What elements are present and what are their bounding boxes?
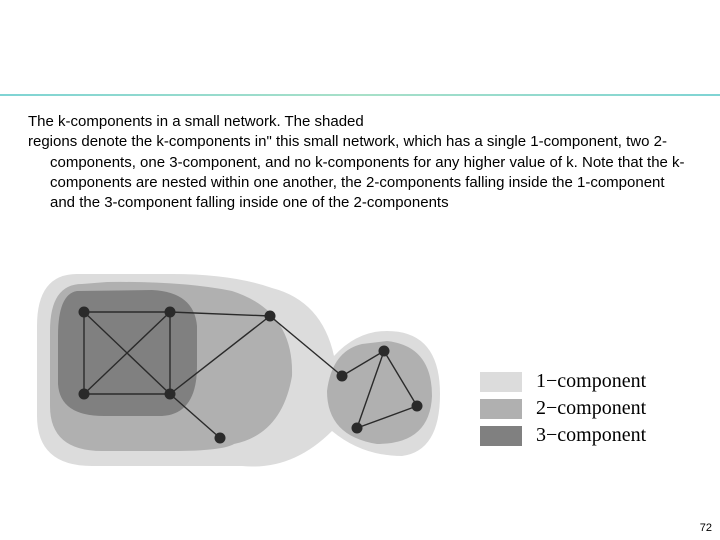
legend: 1−component 2−component 3−component <box>480 370 646 451</box>
node <box>79 307 90 318</box>
legend-swatch <box>480 399 522 419</box>
page-number: 72 <box>700 522 712 534</box>
body-line-2: regions denote the k-components in" this… <box>28 132 690 213</box>
legend-row: 1−component <box>480 370 646 393</box>
node <box>165 307 176 318</box>
body-text: The k-components in a small network. The… <box>28 112 690 213</box>
node <box>337 371 348 382</box>
network-diagram <box>22 256 452 481</box>
legend-label: 2−component <box>536 397 646 420</box>
legend-row: 3−component <box>480 424 646 447</box>
legend-row: 2−component <box>480 397 646 420</box>
legend-label: 3−component <box>536 424 646 447</box>
legend-label: 1−component <box>536 370 646 393</box>
legend-swatch <box>480 426 522 446</box>
region-2-component-right <box>327 341 432 444</box>
body-line-1: The k-components in a small network. The… <box>28 112 690 132</box>
network-svg <box>22 256 452 481</box>
node <box>79 389 90 400</box>
node <box>265 311 276 322</box>
node <box>215 433 226 444</box>
node <box>412 401 423 412</box>
node <box>379 346 390 357</box>
node <box>165 389 176 400</box>
node <box>352 423 363 434</box>
header-divider <box>0 94 720 96</box>
legend-swatch <box>480 372 522 392</box>
